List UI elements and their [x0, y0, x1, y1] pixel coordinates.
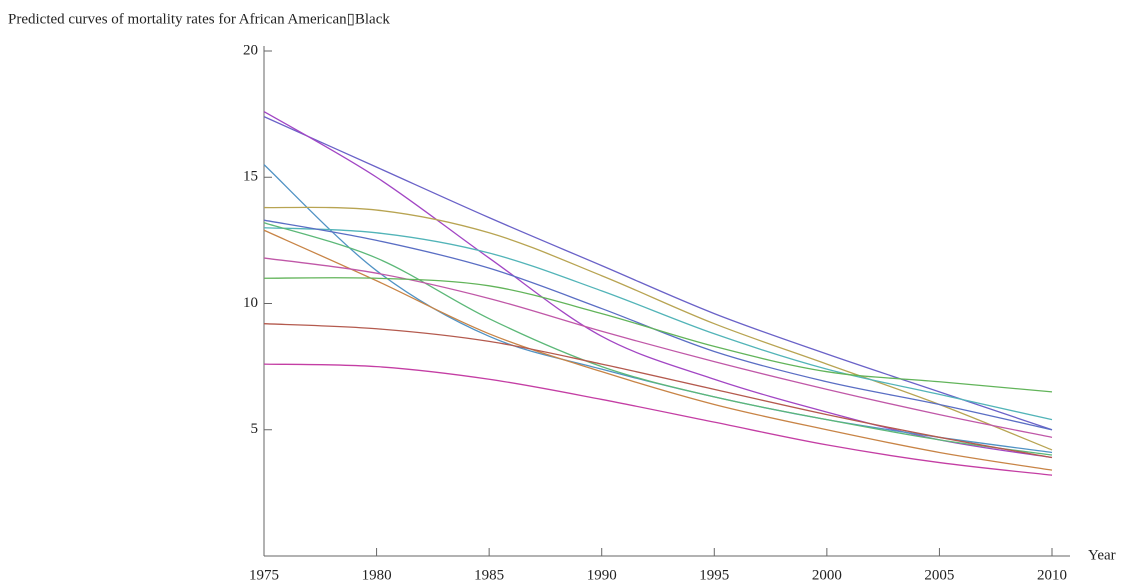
series-line	[263, 116, 1053, 431]
series-line	[263, 257, 1053, 438]
x-tick-label: 2000	[812, 567, 842, 583]
x-tick-label: 1995	[699, 567, 729, 583]
series-line	[263, 227, 1053, 421]
x-tick-label: 1985	[474, 567, 504, 583]
series-line	[263, 219, 1053, 431]
x-tick-label: 2010	[1037, 567, 1067, 583]
y-tick-label: 20	[243, 42, 258, 58]
x-axis-label: Year	[1088, 547, 1116, 563]
chart-title: Predicted curves of mortality rates for …	[8, 11, 390, 27]
series-line	[263, 277, 1053, 393]
series-line	[263, 206, 1053, 451]
series-line	[263, 363, 1053, 476]
y-tick-label: 15	[243, 169, 258, 185]
x-tick-label: 1975	[249, 567, 279, 583]
series-line	[263, 323, 1053, 459]
y-tick-label: 5	[251, 421, 259, 437]
y-tick-label: 10	[243, 295, 258, 311]
series-line	[263, 229, 1053, 471]
series-line	[263, 111, 1053, 459]
x-tick-label: 2005	[924, 567, 954, 583]
x-tick-label: 1980	[362, 567, 392, 583]
x-tick-label: 1990	[587, 567, 617, 583]
series-line	[263, 164, 1053, 454]
series-line	[263, 222, 1053, 456]
